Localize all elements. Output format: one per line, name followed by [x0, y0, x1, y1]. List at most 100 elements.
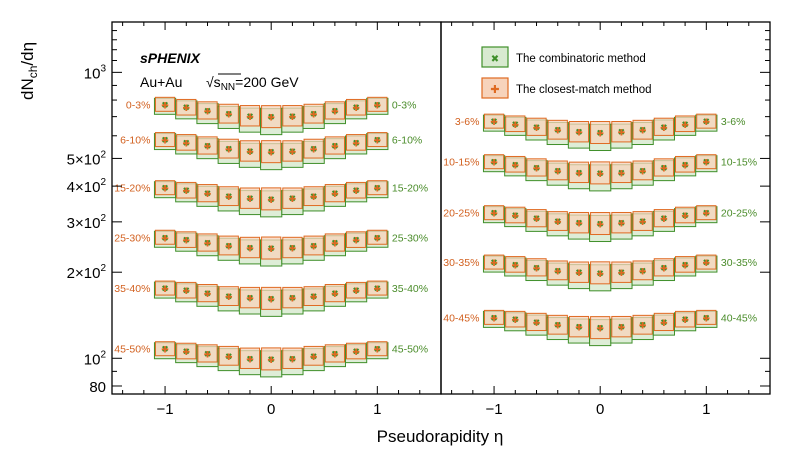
closest-match-box	[154, 341, 176, 357]
closest-match-point: ✚	[246, 147, 254, 157]
combinatoric-point: ✖	[246, 243, 254, 253]
closest-match-point: ✚	[512, 160, 520, 170]
combinatoric-point: ✖	[289, 111, 297, 121]
combinatoric-point: ✖	[490, 313, 498, 323]
combinatoric-point: ✖	[246, 146, 254, 156]
closest-match-point: ✚	[512, 315, 520, 325]
y-tick-label: 102	[84, 349, 107, 368]
centrality-label-left: 20-25%	[443, 208, 479, 220]
closest-match-box	[367, 132, 388, 148]
closest-match-box	[197, 284, 218, 303]
closest-match-box	[696, 254, 717, 270]
combinatoric-point: ✖	[331, 349, 339, 359]
closest-match-point: ✚	[374, 284, 382, 294]
combinatoric-point: ✖	[575, 322, 583, 332]
combinatoric-point: ✖	[512, 315, 520, 325]
closest-match-point: ✚	[533, 318, 541, 328]
closest-match-box	[261, 347, 282, 371]
combinatoric-point: ✖	[267, 294, 275, 304]
closest-match-point: ✚	[490, 117, 498, 127]
closest-match-box	[282, 140, 303, 162]
combinatoric-point: ✖	[267, 112, 275, 122]
closest-match-point: ✚	[660, 163, 668, 173]
combinatoric-point: ✖	[161, 183, 169, 193]
combinatoric-point: ✖	[681, 315, 689, 325]
combinatoric-point: ✖	[204, 349, 212, 359]
closest-match-box	[239, 187, 261, 209]
closest-match-point: ✚	[374, 100, 382, 110]
closest-match-point: ✚	[225, 352, 233, 362]
closest-match-box	[218, 345, 239, 366]
closest-match-point: ✚	[352, 186, 360, 196]
closest-match-point: ✚	[703, 158, 711, 168]
combinatoric-point: ✖	[639, 266, 647, 276]
closest-match-point: ✚	[681, 211, 689, 221]
closest-match-point: ✚	[512, 211, 520, 221]
series-0-3%: ✖✚ ✖✚ ✖✚ ✖✚ ✖✚ ✖✚ ✖✚ ✖✚ ✖✚ ✖✚ ✖✚	[153, 96, 389, 136]
combinatoric-point: ✖	[161, 100, 169, 110]
combinatoric-point: ✖	[512, 211, 520, 221]
closest-match-point: ✚	[554, 266, 562, 276]
combinatoric-point: ✖	[490, 258, 498, 268]
series-35-40%: ✖✚ ✖✚ ✖✚ ✖✚ ✖✚ ✖✚ ✖✚ ✖✚ ✖✚ ✖✚ ✖✚	[153, 280, 389, 317]
y-axis-title-text: dNch/dη	[18, 42, 40, 100]
closest-match-point: ✚	[204, 239, 212, 249]
closest-match-box	[526, 117, 547, 136]
combinatoric-point: ✖	[352, 235, 360, 245]
combinatoric-point: ✖	[289, 354, 297, 364]
closest-match-box	[282, 286, 303, 309]
closest-match-point: ✚	[681, 260, 689, 270]
closest-match-box	[261, 286, 282, 310]
closest-match-box	[696, 154, 717, 170]
combinatoric-point: ✖	[246, 111, 254, 121]
combinatoric-point: ✖	[703, 258, 711, 268]
closest-match-box	[176, 231, 197, 248]
combinatoric-point: ✖	[596, 268, 604, 278]
closest-match-box	[674, 155, 696, 173]
combinatoric-point: ✖	[490, 117, 498, 127]
combinatoric-point: ✖	[554, 320, 562, 330]
closest-match-point: ✚	[183, 186, 191, 196]
closest-match-box	[324, 344, 345, 363]
closest-match-box	[345, 98, 367, 116]
closest-match-point: ✚	[533, 123, 541, 133]
closest-match-box	[568, 261, 590, 283]
closest-match-box	[218, 138, 239, 159]
combinatoric-point: ✖	[331, 141, 339, 151]
closest-match-box	[505, 310, 526, 328]
closest-match-box	[303, 186, 324, 207]
energy-subscript: NN	[221, 82, 235, 93]
closest-match-point: ✚	[352, 103, 360, 113]
closest-match-point: ✚	[374, 184, 382, 194]
closest-match-point: ✚	[660, 214, 668, 224]
combinatoric-point: ✖	[183, 286, 191, 296]
closest-match-point: ✚	[310, 145, 318, 155]
closest-match-point: ✚	[681, 160, 689, 170]
closest-match-point: ✚	[267, 244, 275, 254]
closest-match-box	[261, 140, 282, 164]
combinatoric-point: ✖	[352, 103, 360, 113]
closest-match-box	[696, 205, 717, 221]
combinatoric-point: ✖	[596, 128, 604, 138]
closest-match-box	[674, 115, 696, 133]
panel-frame	[440, 21, 771, 395]
y-tick-label: 5×102	[67, 149, 107, 168]
combinatoric-point: ✖	[703, 313, 711, 323]
closest-match-box	[324, 136, 345, 155]
closest-match-point: ✚	[161, 233, 169, 243]
closest-match-point: ✚	[289, 112, 297, 122]
closest-match-box	[505, 256, 526, 273]
closest-match-box	[154, 229, 176, 245]
closest-match-box	[197, 344, 218, 363]
series-30-35%: ✖✚ ✖✚ ✖✚ ✖✚ ✖✚ ✖✚ ✖✚ ✖✚ ✖✚ ✖✚ ✖✚	[482, 254, 718, 292]
combinatoric-point: ✖	[310, 241, 318, 251]
closest-match-box	[218, 235, 239, 256]
closest-match-point: ✚	[161, 184, 169, 194]
combinatoric-point: ✖	[533, 263, 541, 273]
centrality-label-right: 10-15%	[721, 157, 757, 169]
combinatoric-point: ✖	[618, 127, 626, 137]
closest-match-point: ✚	[660, 318, 668, 328]
closest-match-point: ✚	[289, 147, 297, 157]
